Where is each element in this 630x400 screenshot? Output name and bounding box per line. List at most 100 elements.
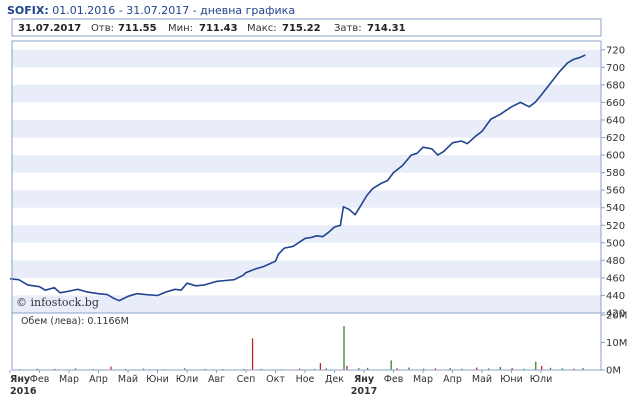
- info-min-value: 711.43: [199, 23, 238, 34]
- info-max-value: 715.22: [282, 23, 321, 34]
- grid-band: [12, 84, 601, 103]
- volume-bar: [74, 368, 77, 370]
- volume-bar: [449, 368, 451, 370]
- x-tick-label: Юли: [530, 374, 553, 385]
- x-tick-label: Мар: [59, 374, 79, 385]
- grid-band: [12, 190, 601, 208]
- info-close-label: Затв:: [334, 23, 362, 34]
- y-tick-label: 560: [606, 186, 625, 197]
- volume-bar: [487, 368, 490, 370]
- y-tick-label: 580: [606, 168, 625, 179]
- volume-bar: [125, 368, 127, 370]
- volume-bar: [299, 368, 301, 370]
- volume-bar: [511, 368, 513, 370]
- x-tick-label: Апр: [89, 374, 108, 385]
- y-tick-label: 600: [606, 151, 625, 162]
- copyright-text: © infostock.bg: [16, 296, 99, 309]
- x-tick-label: Ное: [296, 374, 315, 385]
- y-tick-label: 660: [606, 98, 625, 109]
- y-tick-label: 420: [606, 309, 625, 320]
- y-tick-label: 520: [606, 221, 625, 232]
- volume-bar: [325, 368, 327, 370]
- chart-symbol: SOFIX:: [7, 4, 49, 17]
- info-min-label: Мин:: [168, 23, 193, 34]
- y-tick-label: 620: [606, 133, 625, 144]
- volume-frame: [11, 312, 602, 371]
- x-tick-label: Май: [118, 374, 138, 385]
- grid-band: [12, 225, 601, 243]
- x-tick-label: Авг: [208, 374, 225, 385]
- chart-subtitle: 01.01.2016 - 31.07.2017 - дневна графика: [49, 4, 295, 17]
- volume-bar: [523, 368, 525, 370]
- volume-bar: [561, 368, 563, 370]
- y-tick-label: 460: [606, 273, 625, 284]
- info-open-value: 711.55: [118, 23, 157, 34]
- volume-label: Обем (лева): 0.1166M: [21, 316, 129, 327]
- volume-bar: [461, 368, 463, 370]
- volume-bar: [251, 338, 254, 370]
- x-tick-label: Юни: [146, 374, 169, 385]
- price-plot: [9, 54, 586, 302]
- x-tick-label: Яну: [354, 374, 375, 385]
- info-close-value: 714.31: [367, 23, 406, 34]
- volume-bar: [142, 368, 145, 370]
- grid-band: [12, 295, 601, 313]
- volume-bar: [243, 368, 245, 370]
- volume-bar: [390, 360, 392, 370]
- volume-bar: [499, 366, 501, 370]
- volume-bar: [582, 368, 584, 370]
- x-year-label: 2017: [351, 386, 377, 397]
- volume-bar: [476, 367, 478, 370]
- volume-tick-label: 10M: [606, 338, 627, 349]
- x-year-label: 2016: [10, 386, 37, 397]
- x-tick-label: Дек: [325, 374, 344, 385]
- volume-bar: [319, 363, 322, 370]
- volume-bar: [110, 366, 112, 370]
- volume-bar: [408, 367, 410, 370]
- volume-tick-label: 0M: [606, 366, 621, 377]
- volume-bar: [358, 368, 360, 370]
- y-tick-label: 480: [606, 256, 625, 267]
- volume-bar: [541, 365, 543, 370]
- x-tick-label: Фев: [30, 374, 50, 385]
- price-axis: 420 440 460 480 500 520 540 560 580 600 620 640 660 6…: [601, 45, 625, 320]
- chart-header: SOFIX: 01.01.2016 - 31.07.2017 - дневна …: [7, 4, 295, 17]
- y-tick-label: 700: [606, 63, 625, 74]
- volume-bar: [36, 368, 38, 370]
- grid-band: [12, 119, 601, 138]
- volume-bar: [54, 368, 56, 370]
- x-axis: Яну Фев Мар Апр Май Юни Юли Авг Сеп Окт Ное Дек Яну Ф…: [9, 370, 553, 397]
- x-tick-label: Апр: [443, 374, 462, 385]
- volume-bar: [366, 367, 369, 370]
- volume-axis: 0M 10M 20M: [601, 311, 627, 377]
- grid-band: [12, 155, 601, 173]
- info-open-label: Отв:: [91, 23, 114, 34]
- volume-bar: [343, 326, 345, 370]
- grid-band: [12, 260, 601, 278]
- volume-bar: [549, 367, 552, 370]
- info-bar: [11, 18, 602, 37]
- x-tick-label: Май: [472, 374, 492, 385]
- volume-bar: [260, 368, 263, 370]
- x-tick-label: Окт: [266, 374, 285, 385]
- volume-bar: [573, 368, 575, 370]
- y-tick-label: 440: [606, 291, 625, 302]
- volume-bar: [423, 368, 425, 370]
- x-tick-label: Сеп: [237, 374, 256, 385]
- x-tick-label: Юли: [176, 374, 199, 385]
- x-tick-label: Юни: [500, 374, 523, 385]
- volume-bar: [396, 368, 398, 370]
- info-date: 31.07.2017: [18, 23, 81, 34]
- x-tick-label: Фев: [384, 374, 404, 385]
- x-tick-label: Яну: [10, 374, 31, 385]
- y-tick-label: 540: [606, 203, 625, 214]
- volume-bar: [184, 368, 186, 370]
- y-tick-label: 640: [606, 115, 625, 126]
- grid-band: [12, 49, 601, 68]
- volume-bar: [313, 368, 316, 370]
- info-max-label: Макс:: [247, 23, 277, 34]
- y-tick-label: 720: [606, 45, 625, 56]
- price-line: [9, 54, 586, 302]
- volume-bar: [434, 368, 437, 370]
- volume-plot: [18, 326, 584, 370]
